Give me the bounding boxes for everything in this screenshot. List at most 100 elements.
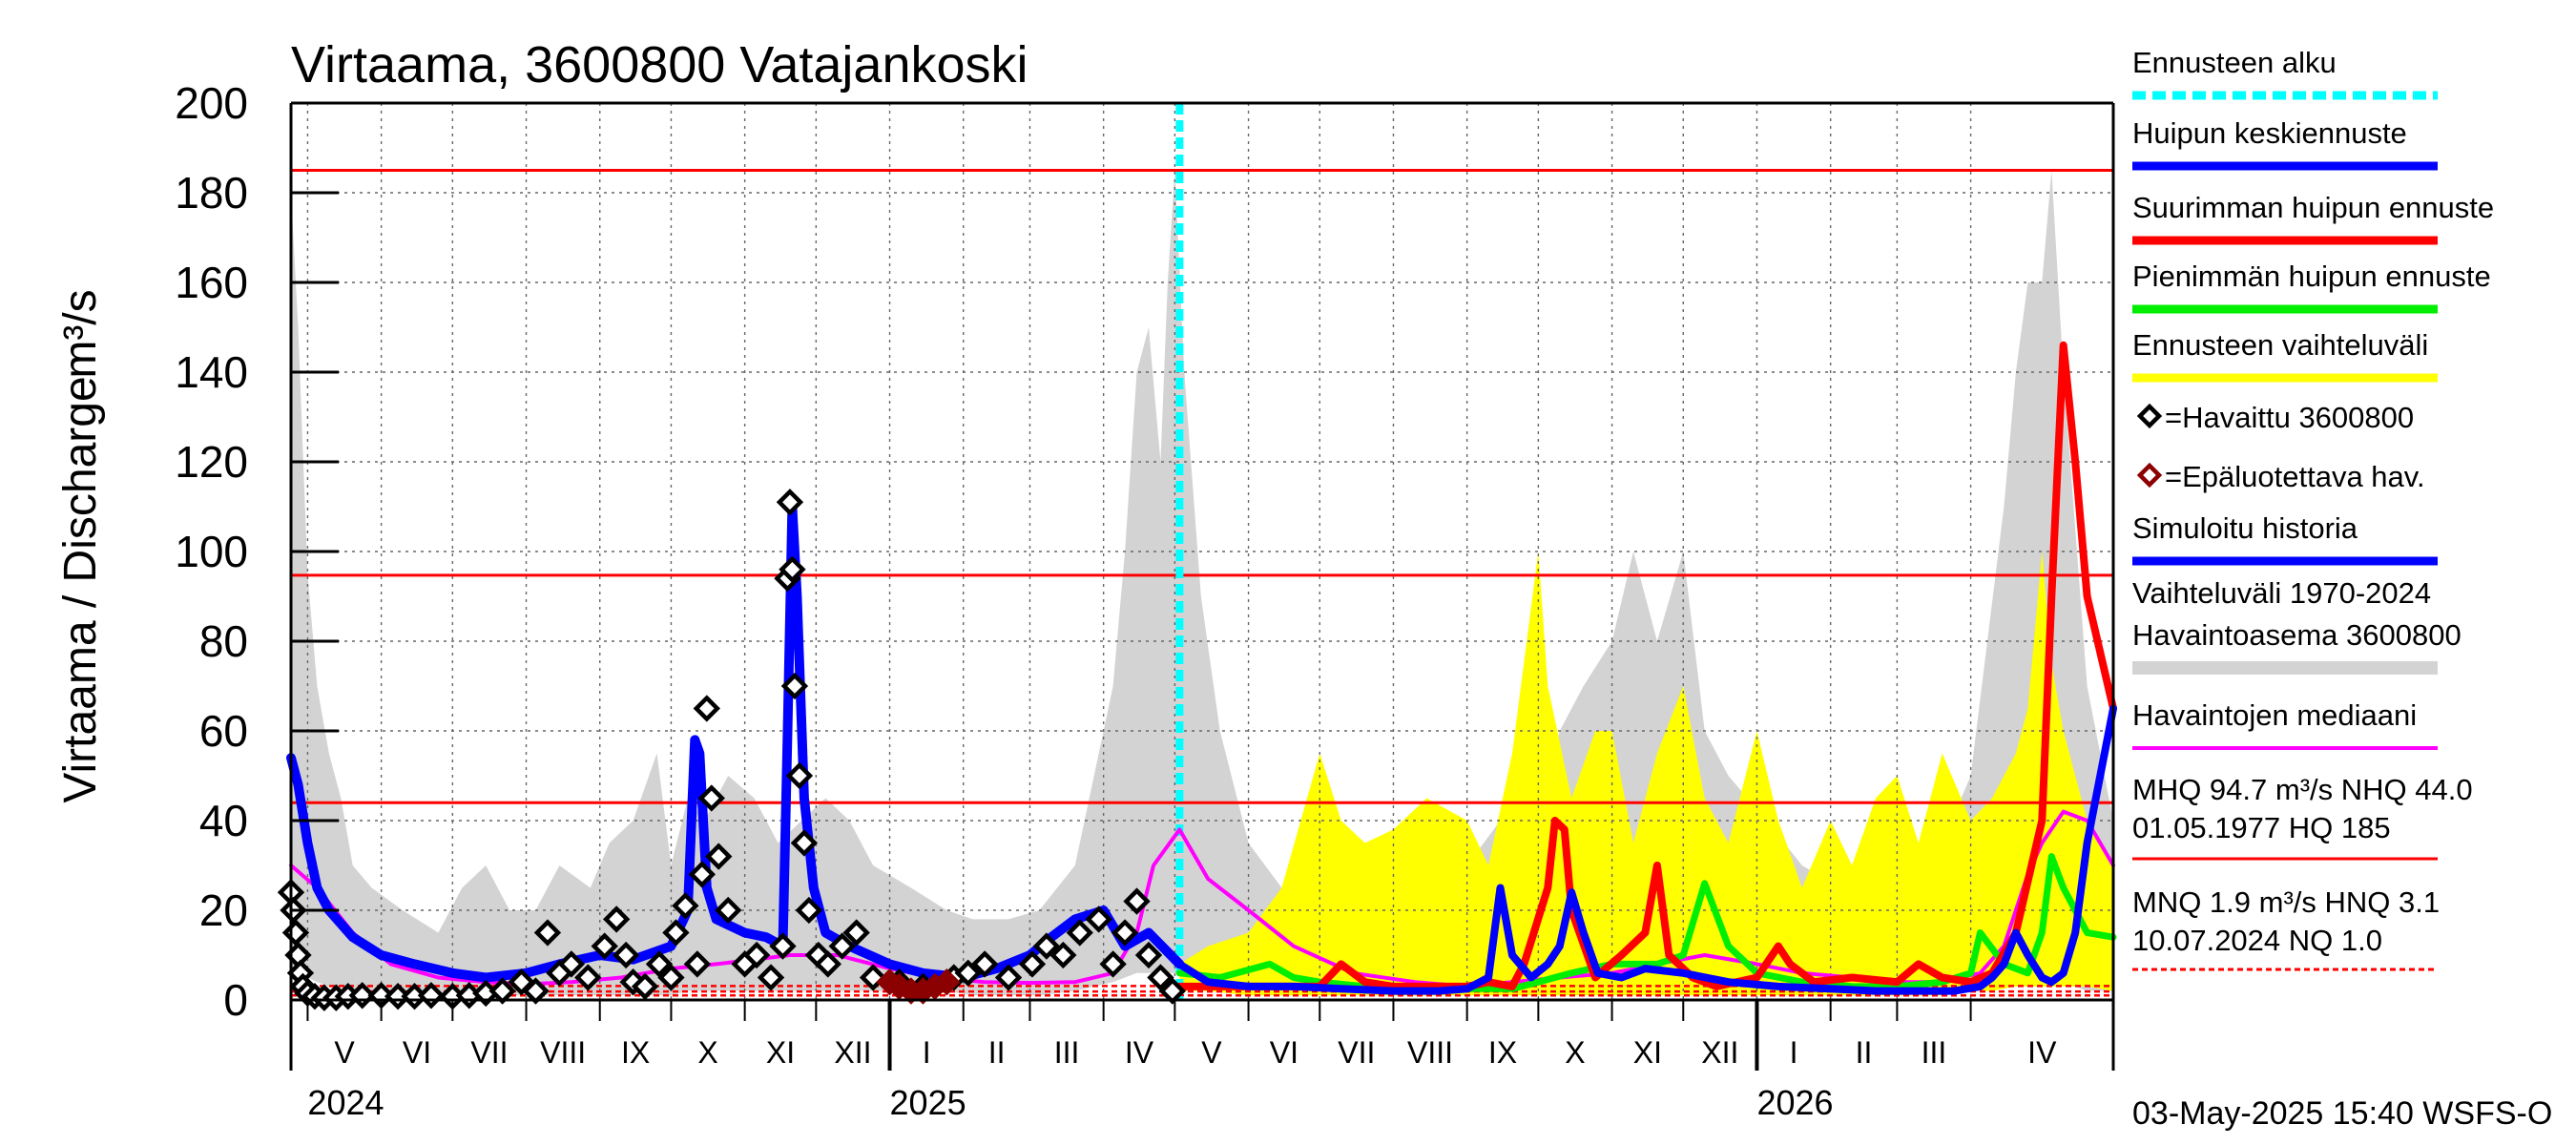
month-label: VIII	[1407, 1035, 1453, 1070]
month-label: VI	[403, 1035, 431, 1070]
month-label: XI	[1633, 1035, 1662, 1070]
observed-point	[790, 829, 819, 857]
observed-point	[1111, 919, 1139, 947]
month-label: IX	[621, 1035, 650, 1070]
month-label: VII	[470, 1035, 508, 1070]
observed-point	[591, 932, 618, 960]
month-label: IX	[1488, 1035, 1517, 1070]
legend-label-median: Havaintojen mediaani	[2132, 698, 2417, 732]
observed-point	[715, 896, 742, 925]
observed-point	[1134, 941, 1163, 969]
observed-point	[842, 919, 870, 947]
observed-point	[693, 695, 720, 722]
y-tick-label: 140	[175, 347, 248, 397]
y-tick-label: 120	[175, 437, 248, 487]
observed-point	[776, 489, 804, 516]
legend-label-peak_max: Suurimman huipun ennuste	[2132, 191, 2494, 224]
y-tick-label: 40	[199, 796, 248, 845]
y-tick-label: 20	[199, 885, 248, 935]
month-label: I	[923, 1035, 931, 1070]
observed-point	[662, 919, 690, 947]
observed-point	[1085, 906, 1112, 933]
grid-layer	[291, 103, 2113, 1000]
legend-label-forecast_start: Ennusteen alku	[2132, 46, 2337, 79]
timestamp: 03-May-2025 15:40 WSFS-O	[2132, 1095, 2552, 1132]
observed-point	[488, 977, 516, 1005]
y-axis-unit: m³/s	[55, 289, 106, 378]
month-label: X	[1565, 1035, 1585, 1070]
observed-point	[828, 932, 856, 960]
observed-point	[1158, 977, 1187, 1005]
observed-point	[779, 555, 806, 583]
legend-label-sim_history: Simuloitu historia	[2132, 511, 2358, 545]
month-label: I	[1790, 1035, 1798, 1070]
legend-marker-observed	[2136, 403, 2163, 429]
stats-text: MNQ 1.9 m³/s HNQ 3.1	[2132, 885, 2440, 919]
observed-point	[970, 950, 999, 978]
year-label: 2026	[1756, 1083, 1833, 1122]
observed-point	[672, 892, 699, 920]
legend-marker-unreliable	[2136, 462, 2163, 489]
month-label: VIII	[540, 1035, 586, 1070]
stats-text: 10.07.2024 NQ 1.0	[2132, 924, 2382, 957]
y-tick-label: 100	[175, 527, 248, 576]
observed-point	[814, 950, 841, 978]
chart-title: Virtaama, 3600800 Vatajankoski	[291, 36, 1028, 94]
observed-point	[1032, 932, 1061, 960]
observed-point	[954, 959, 982, 987]
stats-text: 01.05.1977 HQ 185	[2132, 811, 2391, 844]
series-sim_history	[286, 502, 1185, 983]
observed-point	[657, 964, 685, 991]
observed-point	[612, 941, 640, 969]
legend-label-forecast_range: Ennusteen vaihteluväli	[2132, 328, 2428, 362]
legend: Ennusteen alku Huipun keskiennuste Suurimm…	[2132, 46, 2494, 971]
month-label: VI	[1270, 1035, 1298, 1070]
observed-point	[602, 906, 631, 933]
y-tick-label: 60	[199, 706, 248, 756]
observed-point	[557, 950, 586, 978]
month-label: XII	[1701, 1035, 1738, 1070]
band-forecast_range	[1179, 552, 2113, 996]
observed-point	[645, 950, 674, 978]
unreliable-point	[933, 968, 961, 996]
observed-point	[780, 672, 809, 700]
observation-markers	[277, 489, 1187, 1011]
legend-label-peak_mean: Huipun keskiennuste	[2132, 116, 2407, 150]
y-tick-label: 180	[175, 168, 248, 218]
month-label: XII	[834, 1035, 871, 1070]
y-tick-label: 80	[199, 616, 248, 666]
observed-point	[1066, 919, 1093, 947]
month-label: IV	[2027, 1035, 2057, 1070]
band-layer	[291, 170, 2113, 996]
reference-lines	[291, 169, 2113, 997]
observed-point	[1123, 887, 1151, 915]
legend-label2-range_hist: Havaintoasema 3600800	[2132, 618, 2462, 652]
observed-point	[994, 964, 1023, 991]
observed-point	[705, 843, 733, 870]
y-tick-label: 0	[223, 975, 248, 1025]
observed-point	[757, 964, 785, 991]
month-label: II	[1856, 1035, 1873, 1070]
observed-point	[574, 964, 602, 991]
observed-point	[533, 919, 562, 947]
month-label: VII	[1338, 1035, 1375, 1070]
month-label: V	[334, 1035, 355, 1070]
month-label: V	[1201, 1035, 1222, 1070]
observed-point	[697, 784, 725, 812]
legend-label-peak_min: Pienimmän huipun ennuste	[2132, 260, 2491, 293]
legend-label-observed: =Havaittu 3600800	[2165, 401, 2414, 434]
y-tick-label: 160	[175, 258, 248, 307]
observed-point	[742, 941, 771, 969]
month-label: IV	[1125, 1035, 1154, 1070]
observed-point	[522, 977, 550, 1005]
month-label: XI	[766, 1035, 795, 1070]
observed-point	[1018, 950, 1047, 978]
series-peak_mean	[1175, 704, 2117, 995]
month-label: III	[1922, 1035, 1947, 1070]
y-axis-label: Virtaama / Discharge	[55, 376, 106, 802]
month-label: III	[1054, 1035, 1080, 1070]
y-tick-label: 200	[175, 78, 248, 128]
observed-point	[683, 950, 712, 978]
